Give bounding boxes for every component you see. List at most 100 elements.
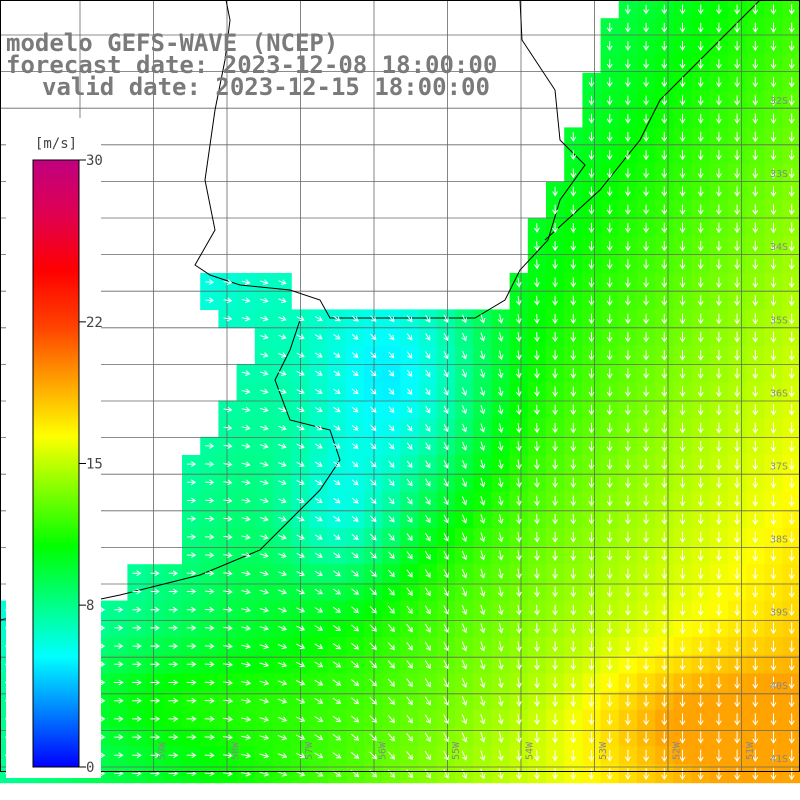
- wind-arrow: [624, 277, 631, 288]
- wind-arrow: [259, 406, 269, 413]
- wind-arrow: [661, 331, 668, 343]
- wind-arrow: [369, 551, 377, 559]
- wind-arrow: [296, 388, 305, 394]
- wind-arrow: [697, 277, 704, 288]
- lon-label: 54W: [525, 741, 536, 760]
- wind-arrow: [515, 477, 522, 488]
- wind-arrow: [461, 478, 468, 488]
- wind-arrow: [643, 604, 650, 616]
- wind-arrow: [552, 731, 559, 744]
- wind-arrow: [425, 496, 431, 506]
- wind-arrow: [770, 440, 777, 453]
- wind-arrow: [697, 767, 704, 781]
- wind-arrow: [606, 77, 613, 88]
- wind-arrow: [314, 752, 324, 759]
- wind-arrow: [679, 658, 686, 671]
- wind-arrow: [661, 150, 668, 161]
- wind-arrow: [715, 440, 722, 452]
- wind-arrow: [570, 295, 577, 306]
- wind-arrow: [715, 749, 722, 762]
- wind-arrow: [314, 625, 324, 631]
- wind-arrow: [715, 676, 722, 690]
- wind-arrow: [606, 550, 613, 562]
- wind-arrow: [624, 132, 631, 142]
- wind-arrow: [332, 643, 342, 650]
- wind-arrow: [661, 640, 668, 653]
- wind-arrow: [259, 370, 269, 376]
- wind-arrow: [516, 732, 522, 744]
- wind-arrow: [788, 240, 795, 252]
- wind-arrow: [406, 478, 413, 487]
- wind-arrow: [114, 624, 124, 631]
- wind-arrow: [406, 751, 413, 760]
- lon-label: 51W: [745, 741, 756, 760]
- wind-arrow: [606, 677, 613, 689]
- wind-arrow: [552, 713, 559, 726]
- wind-arrow: [661, 77, 668, 88]
- wind-arrow: [314, 461, 323, 467]
- wind-arrow: [679, 731, 686, 744]
- wind-arrow: [624, 586, 631, 598]
- wind-arrow: [624, 313, 631, 325]
- wind-arrow: [333, 406, 341, 413]
- wind-arrow: [570, 368, 577, 379]
- wind-arrow: [734, 313, 741, 325]
- wind-arrow: [443, 387, 449, 396]
- wind-arrow: [369, 569, 377, 577]
- wind-arrow: [679, 295, 686, 307]
- wind-arrow: [661, 350, 668, 361]
- wind-arrow: [350, 697, 360, 705]
- wind-arrow: [624, 95, 631, 106]
- wind-arrow: [715, 150, 722, 161]
- wind-arrow: [295, 680, 306, 686]
- wind-arrow: [752, 349, 759, 361]
- wind-arrow: [277, 661, 288, 668]
- wind-arrow: [752, 131, 759, 143]
- wind-arrow: [333, 479, 341, 486]
- wind-arrow: [624, 731, 631, 744]
- wind-arrow: [697, 477, 704, 489]
- wind-arrow: [661, 186, 668, 197]
- wind-arrow: [222, 716, 234, 722]
- wind-arrow: [168, 697, 179, 704]
- wind-arrow: [333, 461, 341, 467]
- wind-arrow: [715, 549, 722, 562]
- wind-arrow: [643, 768, 650, 780]
- wind-arrow: [715, 695, 722, 708]
- wind-arrow: [552, 532, 559, 543]
- wind-arrow: [661, 586, 668, 598]
- wind-arrow: [515, 368, 522, 379]
- wind-arrow: [533, 441, 540, 452]
- wind-arrow: [570, 150, 577, 161]
- wind-arrow: [570, 168, 577, 179]
- wind-arrow: [296, 315, 305, 322]
- wind-arrow: [534, 586, 540, 598]
- wind-arrow: [113, 697, 124, 704]
- wind-arrow: [332, 679, 342, 686]
- wind-arrow: [223, 443, 233, 449]
- wind-arrow: [479, 768, 486, 780]
- wind-arrow: [697, 59, 704, 70]
- wind-arrow: [606, 586, 613, 598]
- lon-label: 61W: [10, 741, 21, 760]
- wind-arrow: [679, 77, 686, 88]
- wind-arrow: [661, 277, 668, 288]
- wind-arrow: [205, 442, 215, 449]
- wind-arrow: [715, 513, 722, 525]
- wind-arrow: [715, 222, 722, 234]
- wind-arrow: [715, 586, 722, 598]
- wind-arrow: [588, 604, 595, 616]
- wind-arrow: [533, 223, 540, 233]
- wind-arrow: [679, 495, 686, 507]
- wind-arrow: [534, 622, 540, 634]
- lat-label: 36S: [770, 388, 788, 399]
- wind-arrow: [734, 277, 741, 288]
- wind-arrow: [734, 222, 741, 234]
- wind-arrow: [241, 716, 252, 722]
- wind-arrow: [770, 731, 777, 744]
- wind-arrow: [752, 4, 759, 15]
- wind-arrow: [205, 588, 215, 595]
- wind-arrow: [277, 643, 288, 650]
- wind-arrow: [552, 568, 559, 580]
- wind-arrow: [241, 279, 251, 285]
